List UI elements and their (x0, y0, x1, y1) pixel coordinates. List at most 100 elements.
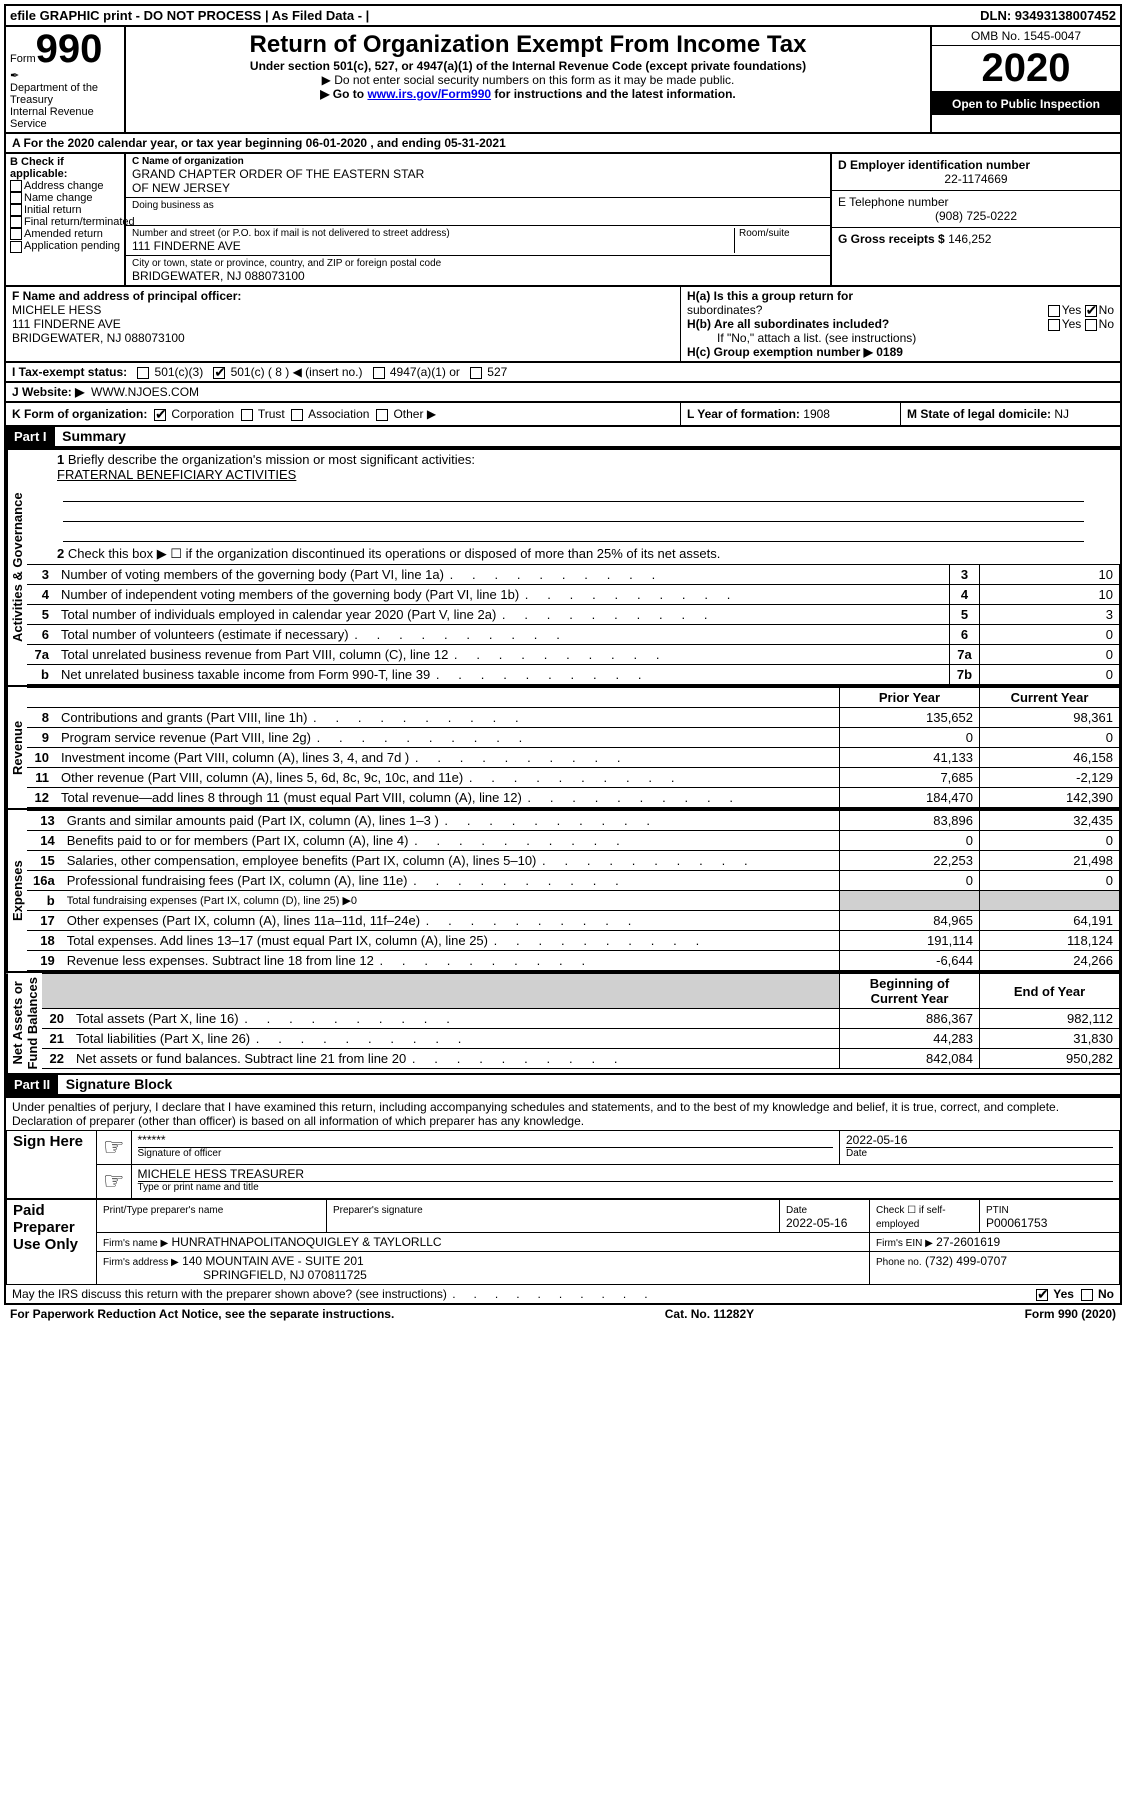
footer-right: Form 990 (2020) (1025, 1307, 1116, 1321)
table-row: 18Total expenses. Add lines 13–17 (must … (27, 931, 1120, 951)
i-527[interactable]: 527 (487, 365, 507, 379)
table-row: 19Revenue less expenses. Subtract line 1… (27, 951, 1120, 971)
gov-table: 3Number of voting members of the governi… (27, 564, 1120, 685)
paid-preparer-table: Paid Preparer Use Only Print/Type prepar… (6, 1199, 1120, 1285)
topbar-right: DLN: 93493138007452 (980, 8, 1116, 23)
table-row: 3Number of voting members of the governi… (27, 565, 1120, 585)
revenue-section: Revenue Prior YearCurrent Year8Contribut… (4, 685, 1122, 808)
chk-address[interactable]: Address change (10, 180, 120, 192)
i-501c3[interactable]: 501(c)(3) (155, 365, 204, 379)
b-title: B Check if applicable: (10, 156, 67, 180)
footer-mid: Cat. No. 11282Y (665, 1307, 754, 1321)
form-title: Return of Organization Exempt From Incom… (134, 31, 922, 59)
dept-line1: Department of the (10, 82, 120, 94)
table-row: 13Grants and similar amounts paid (Part … (27, 811, 1120, 831)
street-value: 111 FINDERNE AVE (132, 239, 734, 253)
top-bar: efile GRAPHIC print - DO NOT PROCESS | A… (4, 4, 1122, 27)
ha-yes[interactable]: Yes (1062, 303, 1082, 317)
firm-ein: 27-2601619 (936, 1235, 1000, 1249)
row-a-tax-year: A For the 2020 calendar year, or tax yea… (4, 134, 1122, 154)
signature-block: Under penalties of perjury, I declare th… (4, 1096, 1122, 1305)
hb-no[interactable]: No (1099, 317, 1114, 331)
website-value: WWW.NJOES.COM (91, 385, 199, 399)
ein-value: 22-1174669 (838, 172, 1114, 186)
e-label: E Telephone number (838, 195, 1114, 209)
form-header: Form990 ✒ Department of the Treasury Int… (4, 27, 1122, 134)
note2-post: for instructions and the latest informat… (491, 87, 736, 101)
table-row: 14Benefits paid to or for members (Part … (27, 831, 1120, 851)
sign-here-label: Sign Here (7, 1131, 97, 1199)
form-subtitle: Under section 501(c), 527, or 4947(a)(1)… (134, 59, 922, 73)
m-state: M State of legal domicile: NJ (900, 403, 1120, 425)
k-corp[interactable]: Corporation (171, 407, 234, 421)
table-row: 6Total number of volunteers (estimate if… (27, 625, 1120, 645)
header-right: OMB No. 1545-0047 2020 Open to Public In… (930, 27, 1120, 132)
g-label: G Gross receipts $ (838, 232, 945, 246)
gross-receipts: 146,252 (948, 232, 991, 246)
col-de-right: D Employer identification number 22-1174… (830, 154, 1120, 285)
officer-city: BRIDGEWATER, NJ 088073100 (12, 331, 185, 345)
org-name-2: OF NEW JERSEY (132, 181, 824, 195)
hc-label: H(c) Group exemption number ▶ 0189 (687, 345, 903, 359)
table-row: 17Other expenses (Part IX, column (A), l… (27, 911, 1120, 931)
street-label: Number and street (or P.O. box if mail i… (132, 228, 734, 239)
section-fh: F Name and address of principal officer:… (4, 287, 1122, 363)
line-1: 1 Briefly describe the organization's mi… (27, 450, 1120, 544)
sig-stars: ****** (138, 1133, 166, 1147)
table-row: 21Total liabilities (Part X, line 26)44,… (42, 1029, 1120, 1049)
irs-link[interactable]: www.irs.gov/Form990 (367, 87, 491, 101)
header-left: Form990 ✒ Department of the Treasury Int… (6, 27, 126, 132)
irs-discuss-row: May the IRS discuss this return with the… (6, 1285, 1120, 1303)
inspection-badge: Open to Public Inspection (932, 93, 1120, 115)
city-value: BRIDGEWATER, NJ 088073100 (132, 269, 824, 283)
netassets-table: Beginning of Current YearEnd of Year20To… (42, 973, 1120, 1069)
sig-officer-label: Signature of officer (138, 1147, 833, 1159)
topbar-left: efile GRAPHIC print - DO NOT PROCESS | A… (10, 8, 369, 23)
table-row: 15Salaries, other compensation, employee… (27, 851, 1120, 871)
k-other[interactable]: Other ▶ (393, 407, 436, 421)
i-label: I Tax-exempt status: (12, 365, 127, 379)
k-trust[interactable]: Trust (258, 407, 285, 421)
ha-label: H(a) Is this a group return for (687, 289, 853, 303)
chk-initial[interactable]: Initial return (10, 204, 120, 216)
prep-self-emp[interactable]: Check ☐ if self-employed (876, 1205, 946, 1230)
ha-no[interactable]: No (1099, 303, 1114, 317)
name-title-label: Type or print name and title (138, 1181, 1113, 1193)
form-note1: ▶ Do not enter social security numbers o… (134, 73, 922, 87)
table-row: 12Total revenue—add lines 8 through 11 (… (27, 788, 1120, 808)
f-officer: F Name and address of principal officer:… (6, 287, 680, 361)
form-number: 990 (36, 27, 103, 71)
h-group: H(a) Is this a group return for subordin… (680, 287, 1120, 361)
i-4947[interactable]: 4947(a)(1) or (390, 365, 460, 379)
part-ii-header: Part II (6, 1075, 58, 1094)
chk-amended[interactable]: Amended return (10, 228, 120, 240)
k-form-org: K Form of organization: Corporation Trus… (6, 403, 680, 425)
revenue-table: Prior YearCurrent Year8Contributions and… (27, 687, 1120, 808)
table-row: 8Contributions and grants (Part VIII, li… (27, 708, 1120, 728)
firm-name-label: Firm's name ▶ (103, 1238, 168, 1249)
table-row: 10Investment income (Part VIII, column (… (27, 748, 1120, 768)
col-c-org-info: C Name of organization GRAND CHAPTER ORD… (126, 154, 830, 285)
part-i-header: Part I (6, 427, 55, 446)
form-label: Form (10, 53, 36, 65)
chk-name[interactable]: Name change (10, 192, 120, 204)
chk-final[interactable]: Final return/terminated (10, 216, 120, 228)
chk-pending[interactable]: Application pending (10, 240, 120, 252)
table-row: bTotal fundraising expenses (Part IX, co… (27, 891, 1120, 911)
row-i-tax-status: I Tax-exempt status: 501(c)(3) 501(c) ( … (4, 363, 1122, 383)
part-ii-title: Signature Block (62, 1076, 173, 1092)
k-assoc[interactable]: Association (308, 407, 369, 421)
firm-addr1: 140 MOUNTAIN AVE - SUITE 201 (182, 1254, 364, 1268)
phone-value: (908) 725-0222 (838, 209, 1114, 223)
prep-name-label: Print/Type preparer's name (103, 1205, 223, 1216)
note2-pre: ▶ Go to (320, 87, 367, 101)
table-header-row: Prior YearCurrent Year (27, 688, 1120, 708)
hb-label: H(b) Are all subordinates included? (687, 317, 889, 331)
page-footer: For Paperwork Reduction Act Notice, see … (4, 1305, 1122, 1323)
form-note2: ▶ Go to www.irs.gov/Form990 for instruct… (134, 87, 922, 101)
city-label: City or town, state or province, country… (132, 258, 824, 269)
row-klm: K Form of organization: Corporation Trus… (4, 403, 1122, 427)
i-501c[interactable]: 501(c) (231, 365, 265, 379)
c-name-label: C Name of organization (132, 156, 244, 167)
hb-yes[interactable]: Yes (1062, 317, 1082, 331)
